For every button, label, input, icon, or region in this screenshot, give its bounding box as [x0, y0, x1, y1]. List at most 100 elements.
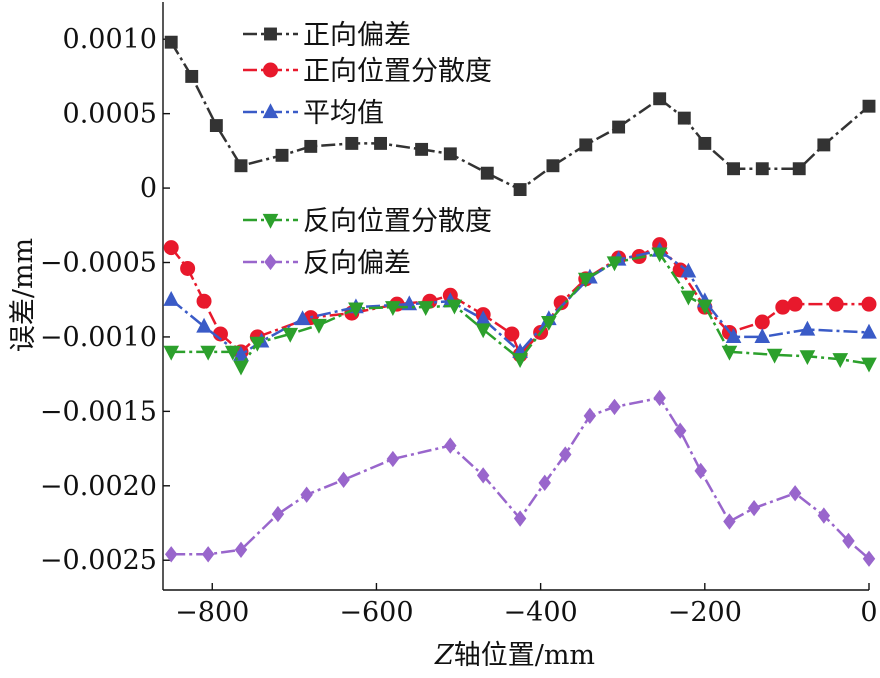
y-tick-label: −0.0020: [40, 471, 157, 502]
marker-triangle-down: [249, 336, 266, 352]
marker-diamond: [608, 398, 621, 416]
marker-triangle-down: [541, 315, 557, 331]
marker-triangle-down: [696, 299, 713, 315]
marker-circle: [553, 295, 569, 311]
marker-diamond: [234, 541, 248, 558]
marker-diamond: [300, 486, 313, 503]
marker-triangle-down: [766, 348, 783, 364]
marker-circle: [787, 296, 803, 312]
marker-circle: [263, 62, 278, 78]
x-tick-label: −200: [668, 597, 742, 628]
marker-square: [374, 136, 387, 150]
marker-diamond: [386, 450, 400, 468]
marker-square: [234, 159, 248, 173]
marker-triangle-up: [725, 328, 742, 344]
marker-diamond: [817, 507, 831, 524]
marker-diamond: [444, 437, 457, 454]
x-axis-title-italic: Z: [434, 640, 455, 671]
marker-triangle-up: [754, 328, 771, 344]
marker-square: [546, 159, 560, 173]
axis-titles: Z轴位置/mm 误差/mm: [8, 238, 595, 671]
marker-square: [480, 166, 494, 180]
y-axis-title: 误差/mm: [8, 238, 39, 352]
marker-square: [185, 69, 199, 83]
series: [164, 389, 876, 567]
marker-square: [264, 27, 277, 41]
marker-diamond: [559, 446, 572, 463]
marker-diamond: [476, 467, 490, 484]
y-tick-label: −0.0025: [40, 545, 157, 576]
marker-diamond: [747, 499, 761, 517]
marker-square: [579, 138, 593, 152]
x-tick-label: −800: [175, 597, 249, 628]
series-line: [171, 396, 870, 560]
marker-triangle-up: [196, 317, 212, 333]
marker-triangle-down: [224, 345, 241, 361]
marker-diamond: [723, 513, 736, 530]
marker-triangle-down: [577, 272, 594, 288]
marker-triangle-down: [311, 318, 327, 334]
marker-diamond: [264, 253, 277, 271]
series-line: [170, 249, 870, 357]
marker-square: [698, 136, 712, 150]
marker-triangle-up: [799, 320, 816, 336]
marker-diamond: [694, 462, 707, 480]
marker-triangle-down: [417, 301, 434, 316]
marker-diamond: [201, 546, 215, 563]
marker-diamond: [164, 546, 178, 563]
x-tick-label: 0: [860, 597, 877, 628]
marker-square: [612, 120, 626, 134]
legend-item: 反向位置分散度: [243, 206, 492, 237]
marker-diamond: [271, 505, 285, 523]
legend-item: 平均值: [243, 98, 384, 129]
marker-triangle-up: [163, 290, 180, 306]
y-tick-label: 0.0010: [63, 24, 157, 55]
series-line: [171, 252, 870, 370]
marker-square: [275, 148, 289, 162]
marker-triangle-up: [680, 262, 697, 278]
marker-circle: [775, 299, 791, 315]
marker-square: [755, 162, 769, 176]
marker-circle: [828, 296, 844, 312]
marker-triangle-down: [799, 350, 816, 366]
marker-circle: [163, 240, 179, 256]
x-tick-label: −600: [339, 597, 413, 628]
marker-triangle-up: [262, 103, 279, 119]
marker-triangle-down: [680, 290, 697, 306]
x-axis-title-rest: 轴位置/mm: [454, 640, 595, 671]
legend-item: 反向偏差: [243, 248, 411, 279]
legend-label: 正向位置分散度: [303, 56, 492, 87]
marker-triangle-down: [606, 256, 623, 272]
marker-triangle-down: [163, 345, 180, 361]
marker-circle: [861, 296, 877, 312]
marker-triangle-down: [475, 323, 491, 339]
marker-triangle-up: [233, 346, 249, 361]
marker-triangle-down: [861, 357, 877, 373]
marker-square: [209, 119, 223, 133]
marker-diamond: [673, 422, 687, 439]
legend-label: 正向偏差: [303, 20, 411, 51]
marker-triangle-down: [721, 345, 738, 361]
marker-circle: [504, 326, 520, 342]
marker-square: [677, 111, 691, 125]
marker-triangle-down: [512, 353, 528, 369]
marker-triangle-down: [233, 360, 249, 376]
legend-item: 正向偏差: [243, 20, 411, 51]
marker-square: [304, 139, 318, 153]
x-tick-label: −400: [504, 597, 578, 628]
marker-square: [513, 183, 527, 197]
marker-triangle-down: [282, 327, 299, 343]
marker-square: [862, 99, 876, 113]
marker-triangle-down: [385, 301, 401, 316]
marker-triangle-down: [832, 353, 849, 369]
marker-circle: [180, 260, 196, 276]
marker-diamond: [653, 389, 666, 407]
marker-diamond: [513, 510, 527, 527]
series-layer: [163, 35, 877, 567]
marker-square: [415, 142, 429, 156]
marker-circle: [196, 293, 212, 309]
y-tick-label: −0.0010: [40, 322, 157, 353]
x-axis-title: Z轴位置/mm: [434, 640, 595, 671]
series: [164, 35, 876, 197]
